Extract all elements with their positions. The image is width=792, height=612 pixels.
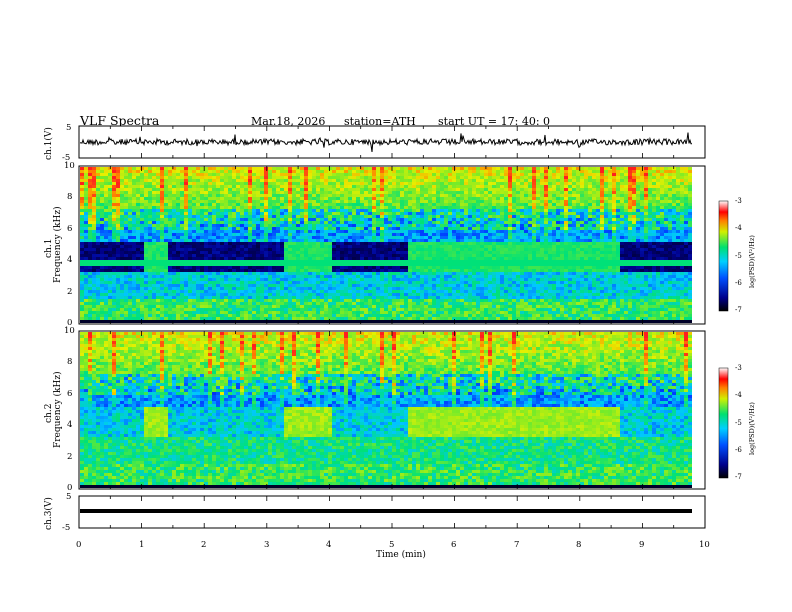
xtick-8: 8 — [576, 540, 582, 550]
cb1-tick-m6: -6 — [735, 279, 742, 287]
ch1-ytick-4: 4 — [67, 255, 73, 265]
xtick-2: 2 — [201, 540, 207, 550]
ch2-ytick-10: 10 — [64, 326, 75, 336]
ch2-ytick-4: 4 — [67, 420, 73, 430]
ch1-waveform-line — [79, 132, 692, 152]
cb1-tick-m7: -7 — [735, 306, 742, 314]
ch1-wave-ytick-top: 5 — [66, 123, 72, 133]
xtick-0: 0 — [76, 540, 82, 550]
ch2-spectrogram — [80, 332, 692, 488]
xtick-4: 4 — [326, 540, 332, 550]
cb2-tick-m3: -3 — [735, 364, 742, 372]
cb2-tick-m6: -6 — [735, 446, 742, 454]
axis-ticks — [78, 126, 706, 528]
ch3-waveform-line — [80, 509, 692, 513]
ch1-colorbar — [718, 200, 729, 312]
ch2-spec-ylabel: Frequency (kHz) — [53, 371, 63, 448]
start-time-label: start UT = 17: 40: 0 — [438, 115, 551, 128]
ch1-ytick-6: 6 — [67, 224, 73, 234]
ch3-wave-ytick-top: 5 — [66, 492, 72, 502]
ch3-wave-ylabel: ch.3(V) — [44, 497, 54, 530]
xtick-7: 7 — [514, 540, 520, 550]
station-label: station=ATH — [344, 115, 416, 128]
ch2-colorbar — [718, 367, 729, 479]
ch1-wave-ylabel: ch.1(V) — [44, 127, 54, 160]
ch1-ytick-2: 2 — [67, 287, 73, 297]
xtick-5: 5 — [389, 540, 395, 550]
ch1-spec-ylabel: Frequency (kHz) — [53, 206, 63, 283]
xtick-1: 1 — [139, 540, 145, 550]
ch1-ytick-10: 10 — [64, 161, 75, 171]
ch2-ytick-2: 2 — [67, 452, 73, 462]
xtick-9: 9 — [639, 540, 645, 550]
xtick-3: 3 — [264, 540, 270, 550]
cb2-tick-m7: -7 — [735, 473, 742, 481]
xtick-6: 6 — [451, 540, 457, 550]
cb2-tick-m5: -5 — [735, 419, 742, 427]
cb2-label: log(PSD)(V²/Hz) — [748, 402, 756, 455]
cb1-tick-m3: -3 — [735, 197, 742, 205]
cb2-tick-m4: -4 — [735, 391, 742, 399]
cb1-label: log(PSD)(V²/Hz) — [748, 235, 756, 288]
ch2-ytick-8: 8 — [67, 357, 73, 367]
cb1-tick-m5: -5 — [735, 252, 742, 260]
ch2-ytick-0: 0 — [67, 483, 73, 493]
ch2-ytick-6: 6 — [67, 389, 73, 399]
xtick-10: 10 — [699, 540, 710, 550]
date-label: Mar.18, 2026 — [251, 115, 326, 128]
ch3-wave-ytick-bottom: -5 — [62, 523, 71, 533]
ch1-ytick-8: 8 — [67, 192, 73, 202]
ch1-wave-ytick-bottom: -5 — [62, 153, 71, 163]
cb1-tick-m4: -4 — [735, 224, 742, 232]
chart-title: VLF Spectra — [80, 113, 160, 128]
ch1-ytick-0: 0 — [67, 318, 73, 328]
x-axis-label: Time (min) — [376, 550, 426, 560]
ch1-spectrogram — [80, 167, 692, 323]
